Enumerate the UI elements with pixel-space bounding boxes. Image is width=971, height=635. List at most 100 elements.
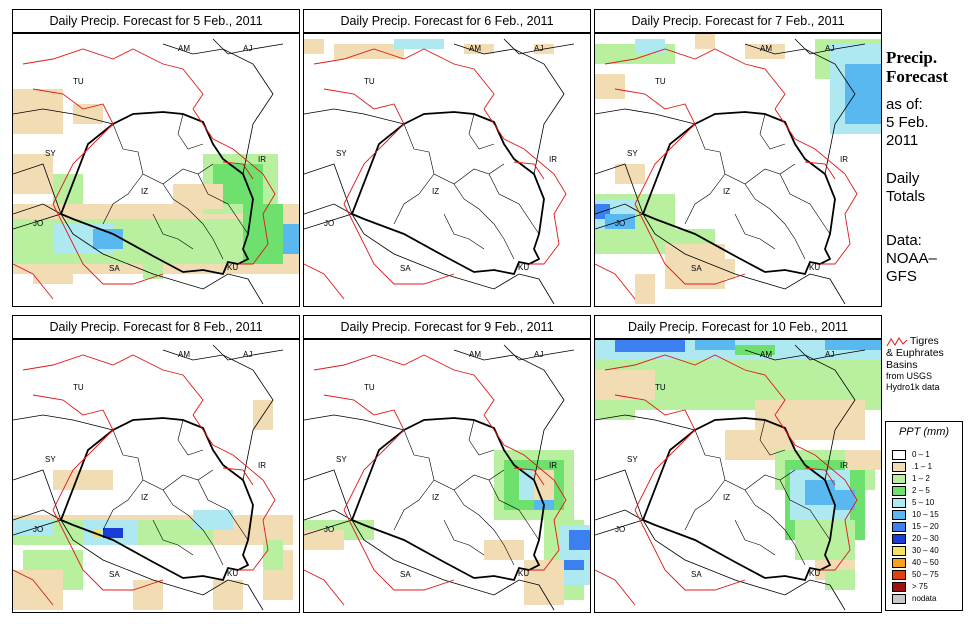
country-label: IZ	[723, 187, 730, 196]
legend-swatch	[892, 534, 906, 544]
country-border	[304, 163, 353, 215]
basin-boundary	[595, 569, 636, 606]
basin-boundary	[343, 509, 455, 591]
legend-swatch	[892, 486, 906, 496]
country-border	[304, 203, 353, 215]
country-label: AM	[469, 350, 481, 359]
province-border	[759, 419, 786, 456]
country-border	[794, 344, 866, 361]
province-border	[152, 213, 194, 250]
legend-label: 40 – 50	[912, 558, 939, 567]
as-of-date: as of: 5 Feb. 2011	[886, 96, 929, 150]
map-svg: AM AJ TU SY IR JO SA KU IZ	[13, 344, 293, 611]
precip-cell	[825, 570, 855, 590]
forecast-map: AM AJ TU SY IR JO SA KU IZ	[303, 33, 591, 307]
legend-label: 5 – 10	[912, 498, 935, 507]
basin-boundary	[222, 467, 254, 486]
country-label: SY	[45, 455, 56, 464]
basin-note-line: Hydro1k data	[886, 382, 940, 392]
precip-cell	[103, 528, 123, 538]
basin-boundary	[483, 414, 567, 571]
country-label: SY	[627, 455, 638, 464]
country-label: AJ	[243, 350, 252, 359]
country-label: SY	[45, 149, 56, 158]
country-border	[304, 469, 353, 521]
basin-boundary	[513, 161, 545, 180]
province-border	[734, 519, 776, 556]
country-label: TU	[655, 77, 666, 86]
precip-cell	[524, 580, 564, 605]
precip-cell	[615, 340, 685, 352]
province-border	[744, 469, 796, 491]
precip-cell	[615, 164, 645, 184]
country-label: IR	[549, 461, 557, 470]
country-label: JO	[324, 525, 334, 534]
asof-line: 2011	[886, 132, 919, 149]
precip-cell	[33, 264, 73, 284]
country-border	[212, 344, 284, 361]
basin-boundary	[52, 509, 164, 591]
country-label: SA	[109, 570, 120, 579]
basin-boundary	[804, 467, 836, 486]
province-border	[197, 173, 249, 235]
legend-swatch	[892, 462, 906, 472]
daily-totals-label: Daily Totals	[886, 170, 925, 206]
country-border	[304, 213, 555, 305]
legend-label: 20 – 30	[912, 534, 939, 543]
legend-label: .1 – 1	[912, 462, 933, 471]
forecast-map: AM AJ TU SY IR JO SA KU IZ	[594, 339, 882, 613]
basin-boundary	[192, 108, 276, 265]
basin-boundary	[13, 569, 54, 606]
map-svg: AM AJ TU SY IR JO SA KU IZ	[304, 344, 590, 611]
forecast-map: AM AJ TU SY IR JO SA KU IZ	[12, 339, 300, 613]
legend-swatch	[892, 570, 906, 580]
legend-swatch	[892, 582, 906, 592]
country-border	[304, 108, 405, 125]
basin-note: Tigres & Euphrates Basins from USGS Hydr…	[886, 335, 970, 393]
country-label: IR	[258, 461, 266, 470]
country-label: KU	[809, 569, 820, 578]
basin-boundary	[192, 414, 276, 571]
basin-boundary	[304, 569, 345, 606]
legend-swatch	[892, 558, 906, 568]
ppt-legend: PPT (mm) 0 – 1 .1 – 1 1 – 2 2 – 5 5 – 10 10 –…	[885, 421, 963, 611]
panel-title: Daily Precip. Forecast for 10 Feb., 2011	[594, 315, 882, 339]
heading-line: Precip.	[886, 48, 938, 67]
data-line: NOAA–	[886, 250, 937, 267]
province-border	[694, 429, 756, 506]
precip-cell	[695, 34, 715, 49]
country-border	[162, 349, 274, 481]
forecast-panel-6: Daily Precip. Forecast for 10 Feb., 2011…	[594, 315, 882, 613]
basin-boundary	[222, 161, 254, 180]
precip-cell	[93, 229, 123, 249]
country-label: JO	[324, 219, 334, 228]
basin-boundary	[604, 354, 786, 416]
country-label: IR	[258, 155, 266, 164]
country-label: AJ	[534, 350, 543, 359]
province-border	[177, 113, 204, 150]
precip-cell	[635, 274, 655, 304]
precip-cell	[133, 580, 163, 610]
country-label: IZ	[141, 493, 148, 502]
precip-cell	[263, 540, 283, 570]
province-border	[453, 163, 505, 185]
iraq-border	[59, 417, 254, 582]
country-label: KU	[227, 569, 238, 578]
data-line: GFS	[886, 268, 917, 285]
country-label: IZ	[141, 187, 148, 196]
country-label: SA	[691, 264, 702, 273]
country-label: JO	[615, 525, 625, 534]
basin-boundary	[323, 394, 405, 511]
forecast-map: AM AJ TU SY IR JO SA KU IZ	[594, 33, 882, 307]
province-border	[759, 113, 786, 150]
forecast-map: AM AJ TU SY IR JO SA KU IZ	[303, 339, 591, 613]
basin-note-line: & Euphrates	[886, 347, 944, 359]
province-border	[488, 479, 540, 541]
country-label: SY	[336, 455, 347, 464]
country-label: IR	[840, 155, 848, 164]
province-border	[684, 479, 726, 531]
province-border	[112, 429, 174, 506]
country-border	[503, 38, 575, 55]
province-border	[393, 479, 435, 531]
country-border	[595, 213, 846, 305]
